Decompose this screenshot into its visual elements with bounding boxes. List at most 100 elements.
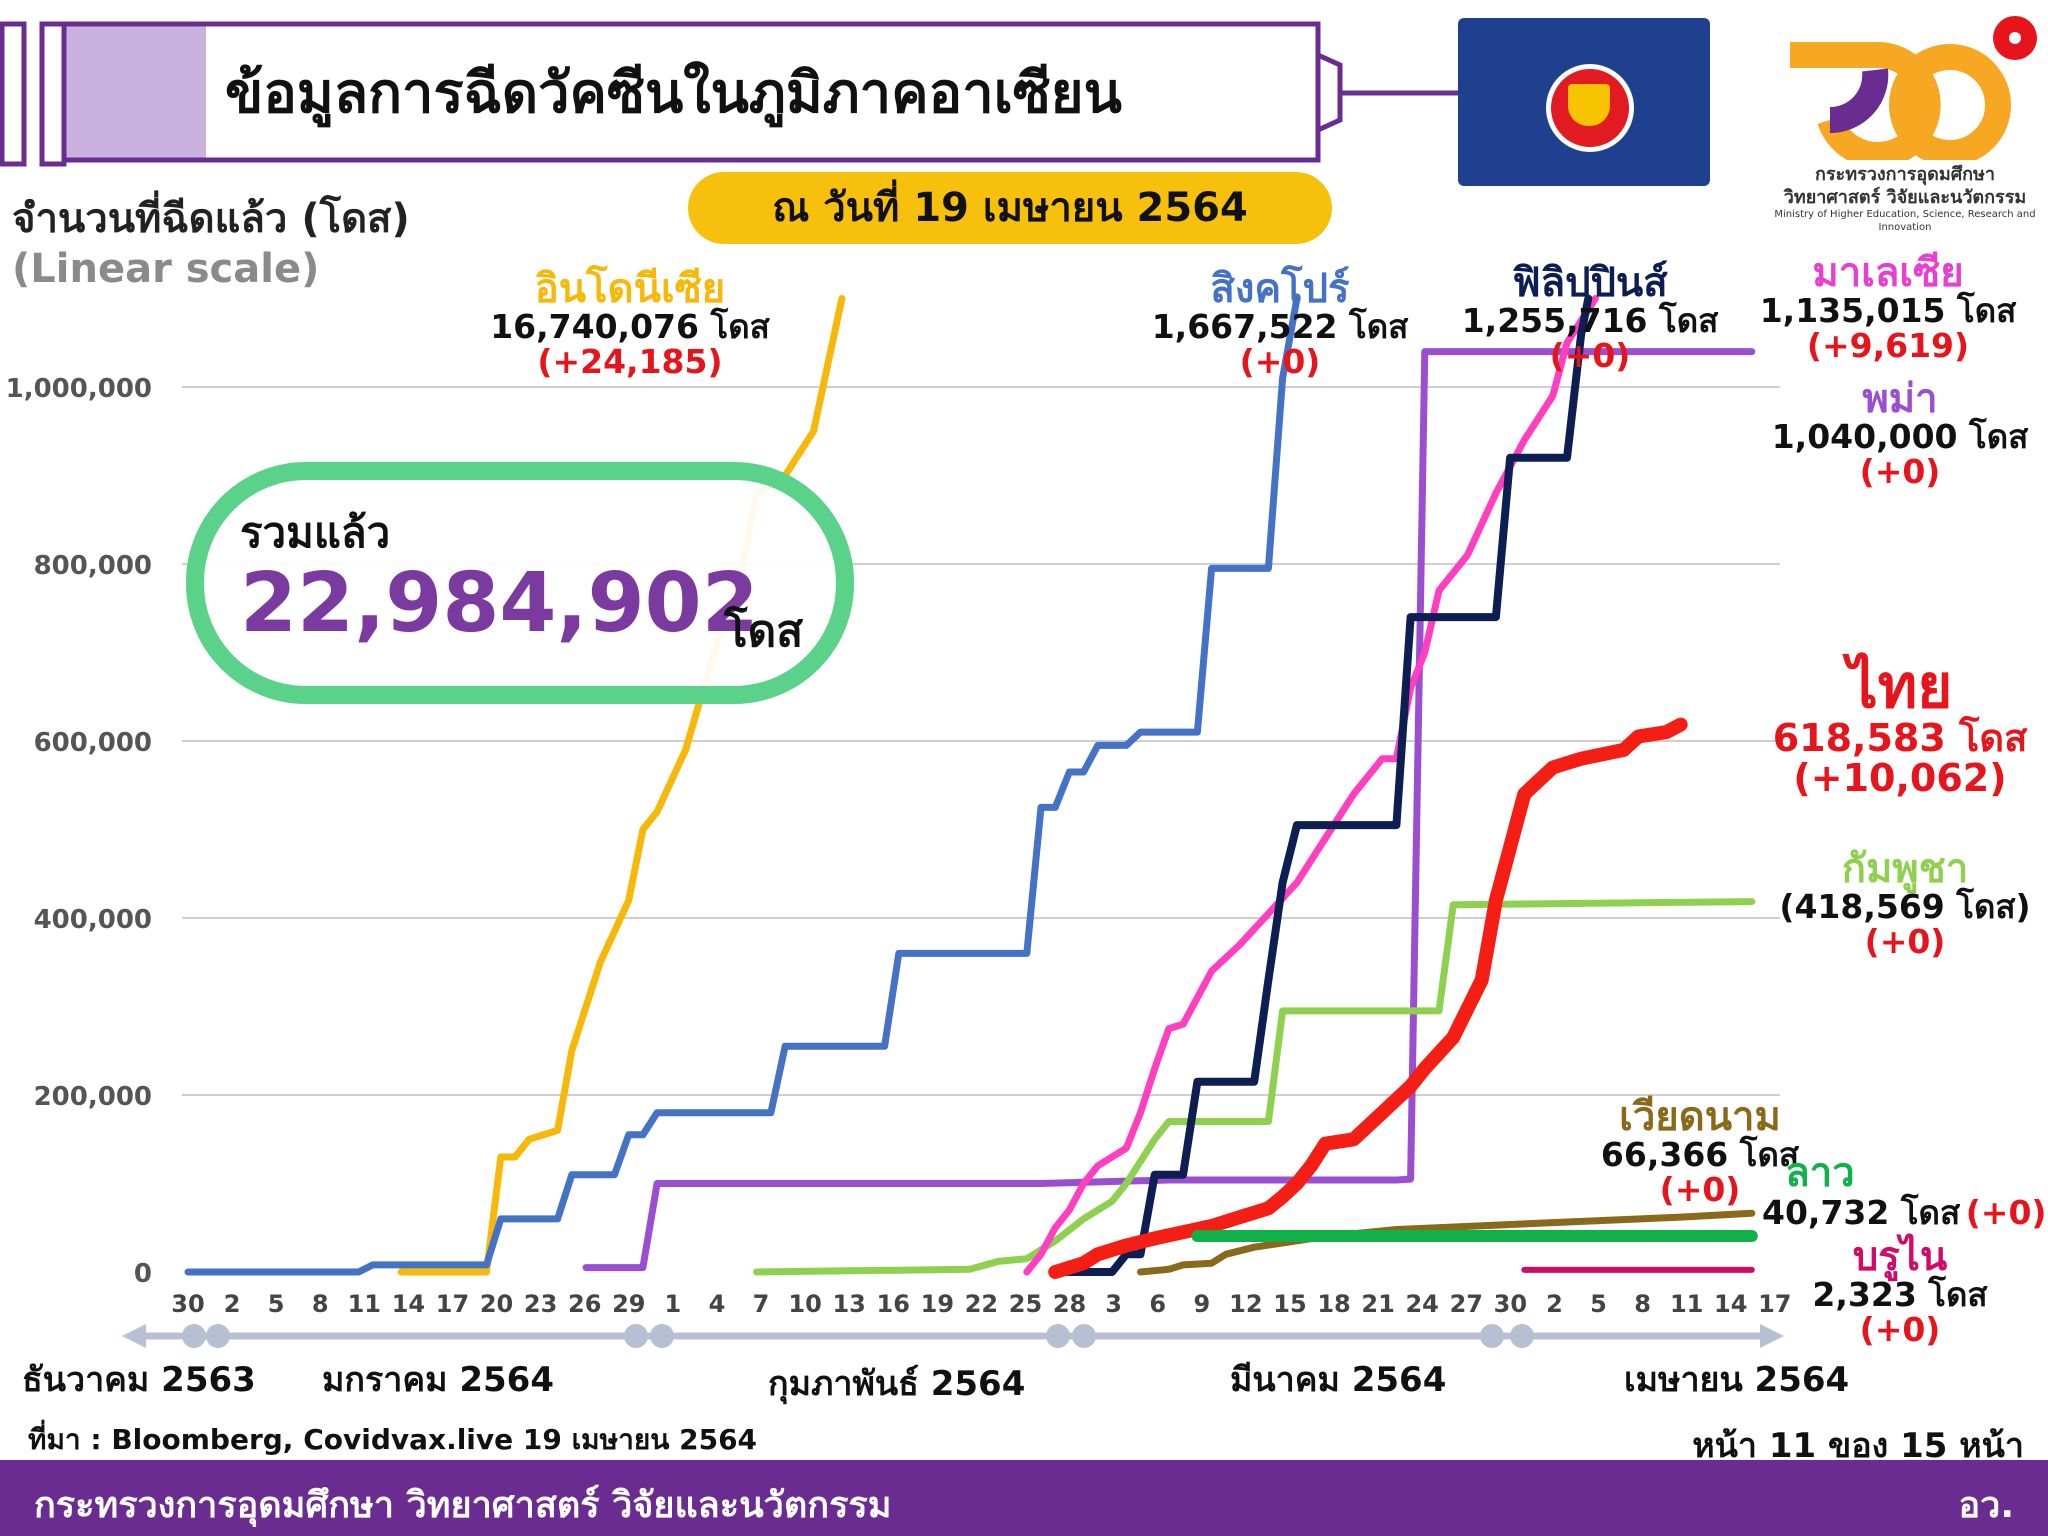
label-myanmar: พม่า 1,040,000 โดส (+0)	[1760, 378, 2040, 489]
country-delta: (+24,185)	[537, 341, 723, 381]
y-axis-label: จำนวนที่ฉีดแล้ว (โดส)	[12, 196, 410, 242]
timeline-node	[1046, 1324, 1070, 1348]
country-delta: (+9,619)	[1806, 325, 1970, 365]
series-line-thailand	[1048, 717, 1688, 1279]
x-tick-label: 12	[1229, 1290, 1262, 1318]
country-value: 1,667,522 โดส	[1151, 307, 1409, 346]
x-tick-label: 21	[1361, 1290, 1394, 1318]
timeline-node	[1072, 1324, 1096, 1348]
country-name: บรูไน	[1852, 1234, 1948, 1280]
country-value: 1,135,015 โดส	[1759, 291, 2017, 330]
y-axis-scale-note: (Linear scale)	[12, 246, 320, 292]
x-tick-label: 30	[171, 1290, 204, 1318]
country-delta: (+0)	[1239, 341, 1321, 381]
x-tick-label: 17	[436, 1290, 469, 1318]
ministry-logo: กระทรวงการอุดมศึกษา วิทยาศาสตร์ วิจัยและ…	[1770, 10, 2040, 233]
footer-abbr: อว.	[1958, 1485, 2014, 1526]
month-label: มกราคม 2564	[322, 1360, 554, 1400]
y-tick-label: 800,000	[34, 551, 152, 581]
timeline-arrow-left	[122, 1324, 146, 1348]
timeline-node	[650, 1324, 674, 1348]
total-doses-box: รวมแล้ว 22,984,902 โดส	[186, 462, 854, 704]
timeline-node	[1480, 1324, 1504, 1348]
x-tick-label: 16	[877, 1290, 910, 1318]
y-tick-label: 1,000,000	[6, 374, 152, 404]
date-badge: ณ วันที่ 19 เมษายน 2564	[688, 172, 1332, 244]
series-line-cambodia	[753, 898, 1756, 1276]
x-tick-label: 3	[1105, 1290, 1122, 1318]
country-value: 16,740,076 โดส	[490, 307, 770, 346]
x-tick-label: 5	[268, 1290, 285, 1318]
country-delta: (+0)	[1864, 921, 1946, 961]
label-indonesia: อินโดนีเซีย 16,740,076 โดส (+24,185)	[440, 268, 820, 379]
x-tick-label: 27	[1450, 1290, 1483, 1318]
country-delta: (+0)	[1859, 451, 1941, 491]
country-name: กัมพูชา	[1841, 846, 1969, 892]
label-laos-value: 40,732 โดส (+0)	[1762, 1193, 2047, 1232]
series-line-vietnam	[1137, 1209, 1756, 1276]
x-tick-label: 8	[312, 1290, 329, 1318]
x-tick-label: 8	[1634, 1290, 1651, 1318]
x-tick-label: 23	[524, 1290, 557, 1318]
x-tick-label: 7	[753, 1290, 770, 1318]
country-delta: (+10,062)	[1793, 755, 2007, 800]
x-tick-label: 28	[1053, 1290, 1086, 1318]
series-line-malaysia	[1023, 295, 1599, 1276]
x-tick-label: 5	[1590, 1290, 1607, 1318]
x-tick-label: 26	[568, 1290, 601, 1318]
source-note: ที่มา : Bloomberg, Covidvax.live 19 เมษา…	[28, 1423, 758, 1456]
country-name: มาเลเซีย	[1812, 250, 1964, 296]
x-tick-label: 18	[1317, 1290, 1350, 1318]
series-line-myanmar	[582, 348, 1756, 1272]
country-name: ลาว	[1785, 1150, 1855, 1196]
page-indicator: หน้า 11 ของ 15 หน้า	[1692, 1426, 2024, 1466]
timeline-node	[206, 1324, 230, 1348]
series-line-indonesia	[397, 295, 846, 1276]
month-label: กุมภาพันธ์ 2564	[768, 1364, 1026, 1404]
label-cambodia: กัมพูชา (418,569 โดส) (+0)	[1770, 848, 2040, 959]
timeline-node	[624, 1324, 648, 1348]
country-value: 1,255,716 โดส	[1461, 301, 1719, 340]
x-tick-label: 2	[1546, 1290, 1563, 1318]
timeline-arrow-right	[1760, 1324, 1784, 1348]
x-tick-label: 25	[1009, 1290, 1042, 1318]
label-thailand: ไทย 618,583 โดส (+10,062)	[1760, 656, 2040, 799]
x-tick-label: 4	[709, 1290, 726, 1318]
x-tick-label: 19	[921, 1290, 954, 1318]
x-tick-label: 22	[965, 1290, 998, 1318]
country-name: ไทย	[1847, 652, 1953, 722]
x-tick-label: 11	[348, 1290, 381, 1318]
country-name: สิงคโปร์	[1210, 266, 1350, 312]
label-malaysia: มาเลเซีย 1,135,015 โดส (+9,619)	[1740, 252, 2036, 363]
month-timeline: 30 2 5 8 11 14 17 20 23 26 29 1 4 7 10 13 16 19 22 25 28 3 6 9 1…	[122, 1290, 1792, 1348]
mhesi-logo-icon	[1790, 16, 2037, 168]
total-value: 22,984,902	[240, 556, 759, 651]
y-tick-label: 200,000	[34, 1082, 152, 1112]
x-tick-label: 14	[392, 1290, 425, 1318]
y-tick-label: 600,000	[34, 728, 152, 758]
x-tick-label: 29	[612, 1290, 645, 1318]
y-tick-label: 400,000	[34, 905, 152, 935]
country-value: 1,040,000 โดส	[1771, 417, 2029, 456]
y-tick-label: 0	[134, 1259, 152, 1289]
page-title: ข้อมูลการฉีดวัคซีนในภูมิภาคอาเซียน	[225, 61, 1122, 126]
series-line-singapore	[184, 295, 1301, 1276]
x-tick-label: 10	[788, 1290, 821, 1318]
country-value: (418,569 โดส)	[1779, 887, 2031, 926]
x-tick-label: 6	[1149, 1290, 1166, 1318]
country-value: 40,732 โดส	[1762, 1193, 1961, 1232]
country-value: 618,583 โดส	[1772, 716, 2028, 760]
series-lines	[184, 294, 1758, 1279]
syringe-graphic	[0, 21, 1460, 167]
country-name: อินโดนีเซีย	[534, 266, 726, 312]
country-delta: (+0)	[1859, 1309, 1941, 1349]
label-laos-name: ลาว	[1760, 1152, 1880, 1194]
country-delta: (+0)	[1549, 335, 1631, 375]
country-delta: (+0)	[1965, 1193, 2047, 1232]
country-value: 2,323 โดส	[1812, 1275, 1988, 1314]
x-tick-label: 11	[1670, 1290, 1703, 1318]
timeline-node	[182, 1324, 206, 1348]
x-tick-label: 9	[1193, 1290, 1210, 1318]
asean-flag	[1458, 18, 1710, 186]
timeline-node	[1510, 1324, 1534, 1348]
